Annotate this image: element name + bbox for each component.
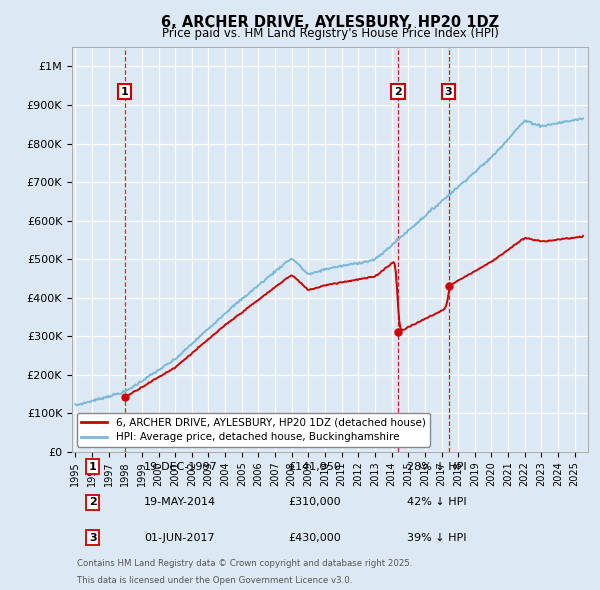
Text: 1: 1: [89, 462, 97, 472]
Text: Contains HM Land Registry data © Crown copyright and database right 2025.: Contains HM Land Registry data © Crown c…: [77, 559, 413, 568]
Legend: 6, ARCHER DRIVE, AYLESBURY, HP20 1DZ (detached house), HPI: Average price, detac: 6, ARCHER DRIVE, AYLESBURY, HP20 1DZ (de…: [77, 413, 430, 447]
Text: 01-JUN-2017: 01-JUN-2017: [144, 533, 215, 543]
Text: 42% ↓ HPI: 42% ↓ HPI: [407, 497, 467, 507]
Text: 28% ↓ HPI: 28% ↓ HPI: [407, 462, 467, 472]
Text: 3: 3: [445, 87, 452, 97]
Text: £141,950: £141,950: [289, 462, 341, 472]
Text: 1: 1: [121, 87, 128, 97]
Text: This data is licensed under the Open Government Licence v3.0.: This data is licensed under the Open Gov…: [77, 575, 353, 585]
Text: £310,000: £310,000: [289, 497, 341, 507]
Text: 19-DEC-1997: 19-DEC-1997: [144, 462, 218, 472]
Text: £430,000: £430,000: [289, 533, 341, 543]
Text: 3: 3: [89, 533, 97, 543]
Text: 39% ↓ HPI: 39% ↓ HPI: [407, 533, 467, 543]
Text: 2: 2: [89, 497, 97, 507]
Text: 6, ARCHER DRIVE, AYLESBURY, HP20 1DZ: 6, ARCHER DRIVE, AYLESBURY, HP20 1DZ: [161, 15, 499, 30]
Text: 2: 2: [394, 87, 402, 97]
Text: Price paid vs. HM Land Registry's House Price Index (HPI): Price paid vs. HM Land Registry's House …: [161, 27, 499, 40]
Text: 19-MAY-2014: 19-MAY-2014: [144, 497, 217, 507]
